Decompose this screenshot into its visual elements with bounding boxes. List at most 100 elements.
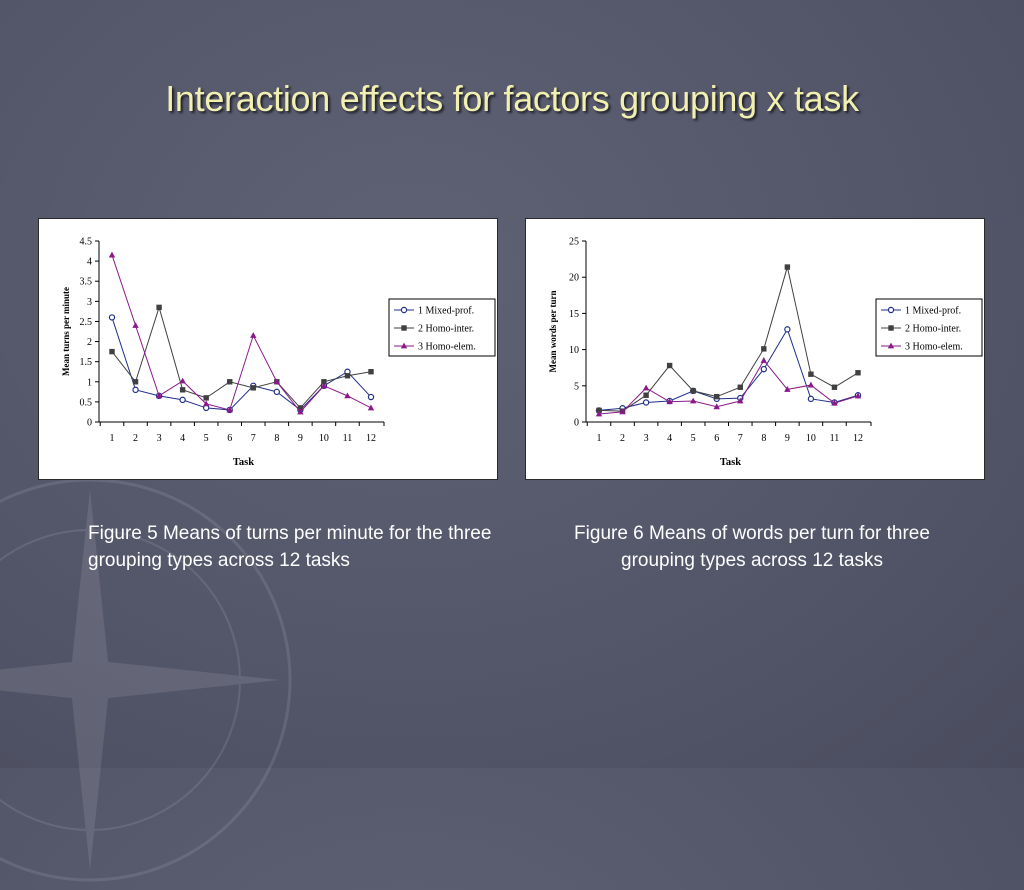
- y-tick-label: 15: [569, 309, 579, 320]
- legend-series-1-label: 1 Mixed-prof.: [418, 306, 474, 317]
- series-1-line: [598, 328, 859, 411]
- series-3-point: [202, 400, 210, 407]
- y-tick-label: 4: [87, 257, 92, 268]
- series-3-point: [831, 399, 838, 406]
- series-1-point: [132, 386, 139, 394]
- y-axis-title: Mean words per turn: [548, 290, 558, 372]
- slide-title: Interaction effects for factors grouping…: [165, 78, 859, 119]
- y-tick-label: 3: [87, 297, 92, 308]
- y-axis-title: Mean turns per minute: [61, 287, 71, 376]
- words-per-turn-chart: 0 5 10 15 20 25 1 2 3 4 5 6 7 8 9 10 11 12 Task Mean words …: [525, 218, 985, 480]
- x-tick-label: 10: [319, 433, 329, 444]
- x-tick-label: 6: [714, 433, 719, 444]
- y-tick-label: 0.5: [80, 397, 93, 408]
- x-axis-title: Task: [720, 457, 741, 468]
- series-3-point: [642, 384, 650, 391]
- turns-per-minute-chart: 0 0.5 1 1.5 2 2.5 3 3.5 4 4.5 1 2 3 4 5 6 7 8 9 10 11 12 Task M…: [38, 218, 498, 480]
- series-2-point: [831, 384, 838, 390]
- legend-series-2-marker: [401, 325, 407, 331]
- series-3-point: [666, 398, 673, 405]
- series-1-point: [642, 399, 650, 406]
- series-3-point: [713, 403, 720, 410]
- series-2-point: [297, 405, 304, 411]
- series-3-point: [132, 322, 139, 328]
- x-tick-label: 8: [761, 433, 766, 444]
- x-tick-label: 1: [110, 433, 115, 444]
- x-tick-label: 2: [620, 433, 625, 444]
- y-tick-label: 2: [87, 337, 92, 348]
- x-tick-label: 1: [597, 433, 602, 444]
- series-3-point: [155, 392, 163, 399]
- x-tick-label: 10: [806, 433, 816, 444]
- y-tick-label: 1.5: [80, 357, 93, 368]
- series-1-point: [179, 396, 186, 404]
- x-tick-label: 7: [251, 433, 256, 444]
- legend-series-3-marker: [887, 342, 895, 349]
- series-1-point: [367, 393, 375, 401]
- legend-series-1-label: 1 Mixed-prof.: [905, 306, 961, 317]
- x-axis-title: Task: [233, 457, 254, 468]
- x-tick-label: 11: [343, 433, 353, 444]
- series-3-point: [854, 392, 862, 399]
- series-2-point: [179, 387, 186, 393]
- series-2-point: [714, 393, 720, 400]
- series-2-point: [666, 362, 673, 369]
- legend-series-2-label: 2 Homo-inter.: [418, 324, 474, 335]
- series-2-point: [344, 373, 351, 379]
- y-tick-label: 5: [574, 381, 579, 392]
- series-2-point: [156, 304, 162, 311]
- x-tick-label: 9: [298, 433, 303, 444]
- series-3-point: [367, 404, 375, 411]
- series-2-point: [227, 379, 233, 385]
- legend-series-3-label: 3 Homo-elem.: [418, 342, 476, 353]
- series-3-point: [273, 378, 281, 385]
- legend-series-1-marker: [887, 306, 895, 314]
- series-3-point: [226, 406, 233, 413]
- y-tick-label: 10: [569, 345, 579, 356]
- series-2-point: [203, 395, 209, 401]
- x-tick-label: 3: [644, 433, 649, 444]
- legend-series-3-marker: [400, 342, 408, 349]
- y-tick-label: 20: [569, 273, 579, 284]
- x-tick-label: 11: [830, 433, 840, 444]
- x-tick-label: 5: [204, 433, 209, 444]
- y-tick-label: 2.5: [80, 317, 93, 328]
- series-1-point: [807, 395, 815, 403]
- series-3-point: [320, 382, 328, 389]
- series-2-point: [690, 388, 696, 394]
- series-2-point: [250, 385, 256, 391]
- series-1-point: [760, 365, 768, 373]
- series-3-point: [619, 408, 626, 415]
- series-2-point: [808, 371, 814, 377]
- legend-series-2-label: 2 Homo-inter.: [905, 324, 961, 335]
- series-2-point: [368, 369, 374, 375]
- series-1-point: [784, 326, 791, 333]
- x-tick-label: 5: [691, 433, 696, 444]
- series-1-point: [108, 314, 116, 321]
- series-3-point: [108, 251, 116, 258]
- x-tick-label: 6: [227, 433, 232, 444]
- y-tick-label: 3.5: [80, 277, 93, 288]
- x-tick-label: 2: [133, 433, 138, 444]
- y-tick-label: 0: [574, 418, 579, 429]
- series-2-point: [784, 264, 791, 270]
- series-3-point: [179, 377, 186, 384]
- y-tick-label: 25: [569, 237, 579, 248]
- series-2-point: [321, 379, 327, 385]
- x-tick-label: 8: [274, 433, 279, 444]
- series-3-point: [297, 408, 304, 415]
- series-2-point: [643, 392, 649, 398]
- series-3-point: [807, 381, 815, 388]
- legend-series-1-marker: [400, 306, 408, 314]
- x-tick-label: 4: [180, 433, 185, 444]
- series-3-line: [598, 359, 859, 415]
- series-3-point: [595, 410, 603, 417]
- figure-6-caption: Figure 6 Means of words per turn for thr…: [574, 523, 930, 571]
- series-2-point: [855, 370, 861, 376]
- series-3-point: [760, 357, 768, 363]
- series-2-point: [109, 348, 115, 355]
- x-tick-label: 7: [738, 433, 743, 444]
- y-tick-label: 1: [87, 377, 92, 388]
- legend-series-3-label: 3 Homo-elem.: [905, 342, 963, 353]
